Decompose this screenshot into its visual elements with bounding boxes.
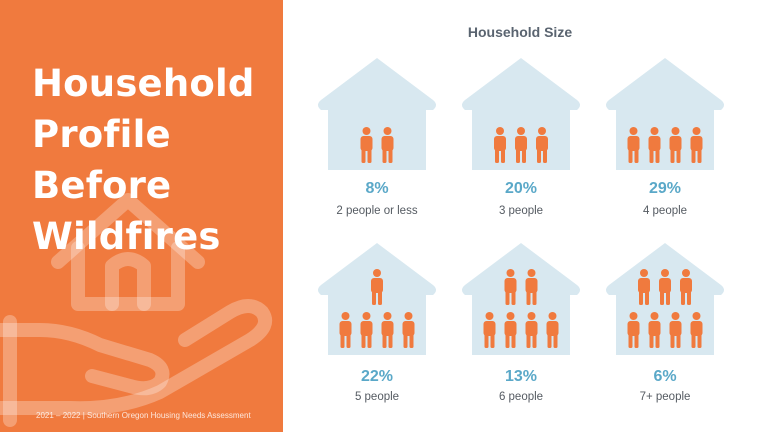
page-title: Household Profile Before Wildfires [32,58,282,262]
household-item [318,243,436,355]
data-label: 8% [365,180,389,197]
title-panel: Household Profile Before Wildfires 2021 … [0,0,283,432]
person-icon [669,127,682,163]
title-line: Profile [32,113,171,156]
household-item [606,243,724,355]
person-icon [690,127,703,163]
person-icon [638,269,650,305]
house-icon [462,58,580,170]
pictograph-chart [318,58,724,355]
person-icon [627,312,640,348]
household-item [462,243,580,355]
title-line: Before [32,164,172,207]
person-icon [536,127,548,163]
title-line: Wildfires [32,215,221,258]
category-label: 2 people or less [336,205,418,217]
house-icon [318,58,436,170]
house-icon [462,243,580,355]
person-icon [648,127,661,163]
data-label: 6% [653,368,677,385]
category-label: 6 people [498,391,544,403]
person-icon [504,269,517,305]
person-icon [381,127,394,163]
category-label: 3 people [498,205,544,217]
person-icon [360,127,373,163]
chart-title: Household Size [467,24,573,40]
title-line: Household [32,62,255,105]
person-icon [680,269,692,305]
household-item [462,58,580,170]
data-label: 13% [504,368,538,385]
person-icon [402,312,415,348]
category-label: 7+ people [639,391,691,403]
person-icon [360,312,373,348]
household-item [606,58,724,170]
household-item [318,58,436,170]
person-icon [525,312,538,348]
person-icon [627,127,640,163]
person-icon [546,312,559,348]
person-icon [504,312,517,348]
person-icon [494,127,506,163]
data-label: 29% [648,180,682,197]
person-icon [381,312,394,348]
data-label: 20% [504,180,538,197]
data-label: 22% [360,368,394,385]
person-icon [483,312,496,348]
footer-note: 2021 – 2022 | Southern Oregon Housing Ne… [36,411,251,420]
house-icon [606,243,724,355]
person-icon [648,312,661,348]
person-icon [690,312,703,348]
category-label: 4 people [642,205,688,217]
person-icon [669,312,682,348]
person-icon [515,127,527,163]
house-icon [318,243,436,355]
category-label: 5 people [354,391,400,403]
person-icon [339,312,352,348]
house-in-hand-icon [0,193,272,427]
house-icon [606,58,724,170]
person-icon [525,269,538,305]
person-icon [659,269,671,305]
person-icon [371,269,383,305]
